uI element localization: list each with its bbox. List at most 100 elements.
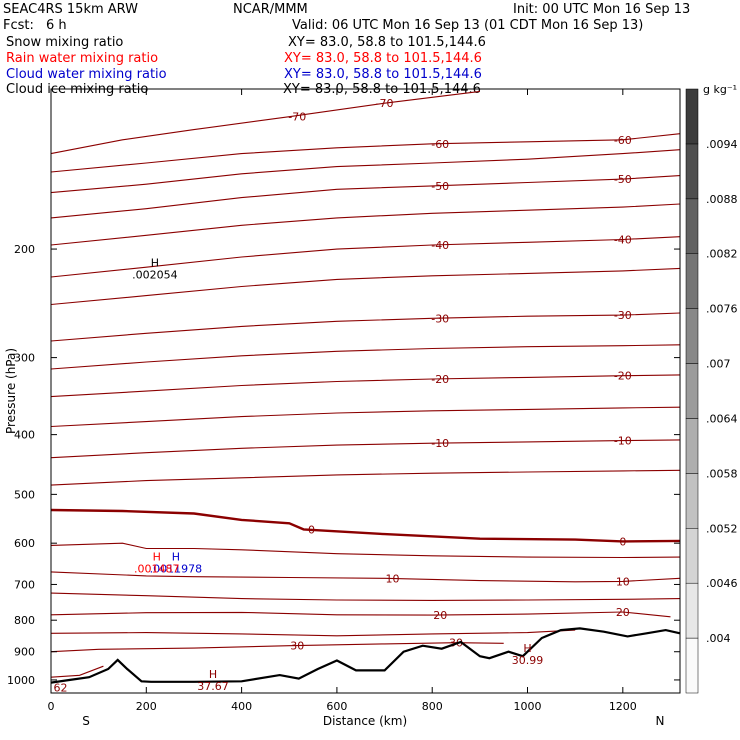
contour-label: 10 [386, 572, 400, 585]
x-tick-label: 200 [136, 700, 157, 713]
y-tick-label: 1000 [7, 674, 35, 687]
contour-line [50, 592, 681, 601]
colorbar: .004 .0046 .0052 .0058 .0064 .007 .0076 .0082 .0… [685, 88, 738, 694]
contour-label: 10 [616, 575, 630, 588]
y-tick-label: 700 [14, 578, 35, 591]
colorbar-tick-label: .0046 [706, 577, 738, 590]
extremum-value: .001487 [134, 563, 180, 576]
contour-line [50, 508, 681, 543]
legend-xy-snow: XY= 83.0, 58.8 to 101.5,144.6 [288, 35, 486, 50]
org-title: NCAR/MMM [233, 2, 308, 17]
contour-line [50, 629, 576, 637]
contour-label: -40 [431, 239, 449, 252]
colorbar-tick-label: .0082 [706, 248, 738, 261]
extremum-symbol: H [153, 551, 161, 564]
colorbar-tick-label: .0088 [706, 193, 738, 206]
extremum-value: .0011978 [150, 563, 203, 576]
contour-label: -70 [288, 111, 306, 124]
colorbar-tick-label: .0064 [706, 412, 738, 425]
y-tick-label: 300 [14, 352, 35, 365]
colorbar-swatch [685, 253, 699, 309]
contour-label: -60 [614, 134, 632, 147]
x-tick-label: 400 [231, 700, 252, 713]
model-title: SEAC4RS 15km ARW [3, 2, 138, 17]
colorbar-tick-label: .004 [706, 632, 731, 645]
x-tick-label: 1000 [514, 700, 542, 713]
contour-line [50, 133, 681, 173]
extremum-symbol: H [523, 642, 531, 655]
legend-name-cloud-water: Cloud water mixing ratio [6, 67, 167, 82]
contour-line [50, 203, 681, 246]
y-tick-label: 500 [14, 488, 35, 501]
colorbar-swatch [685, 363, 699, 419]
contour-line [50, 611, 671, 618]
contour-label: -70 [376, 97, 394, 110]
y-tick-label: 200 [14, 243, 35, 256]
contour-label: 20 [616, 606, 630, 619]
contour-line [50, 542, 681, 559]
colorbar-tick-label: .0094 [706, 138, 738, 151]
x-axis-title: Distance (km) [323, 714, 407, 728]
x-tick-label: 1200 [609, 700, 637, 713]
contour-label: -40 [614, 234, 632, 247]
x-axis-left-end: S [82, 714, 90, 728]
contour-line [50, 374, 681, 398]
contour-line [50, 571, 681, 583]
extremum-value: 37.67 [197, 680, 229, 693]
colorbar-swatch [685, 528, 699, 584]
contour-line [50, 149, 681, 194]
x-axis-right-end: N [656, 714, 665, 728]
colorbar-swatch [685, 473, 699, 529]
legend-name-snow: Snow mixing ratio [6, 35, 123, 50]
init-time: Init: 00 UTC Mon 16 Sep 13 [513, 2, 690, 17]
colorbar-swatch [685, 143, 699, 200]
colorbar-tick-label: .007 [706, 358, 731, 371]
x-axis: 0 200 400 600 800 1000 1200 [48, 89, 637, 713]
y-tick-label: 600 [14, 537, 35, 550]
contour-label: 0 [308, 523, 315, 536]
temperature-contours: -70 -70 -60 -60 -50 -50 -40 -40 -30 -30 -20 -20 -10 -… [50, 90, 681, 678]
legend-xy-cloud-water: XY= 83.0, 58.8 to 101.5,144.6 [284, 67, 482, 82]
legend-name-rain: Rain water mixing ratio [6, 51, 158, 66]
fcst-label: Fcst: [3, 18, 34, 33]
contour-line [50, 469, 681, 486]
contour-line [50, 406, 681, 428]
colorbar-tick-label: .0076 [706, 303, 738, 316]
extremum-symbol: H [151, 256, 159, 269]
plot-frame [50, 88, 681, 694]
legend-xy-rain: XY= 83.0, 58.8 to 101.5,144.6 [284, 51, 482, 66]
valid-time: Valid: 06 UTC Mon 16 Sep 13 (01 CDT Mon … [292, 18, 643, 33]
contour-line [50, 175, 681, 219]
contour-line [50, 344, 681, 370]
extremum-value: .002054 [132, 268, 178, 281]
colorbar-tick-label: .0058 [706, 467, 738, 480]
contour-line [50, 439, 681, 459]
contour-label: -30 [431, 312, 449, 325]
fcst-value: 6 h [46, 18, 67, 33]
colorbar-swatch [685, 308, 699, 364]
contour-label: -50 [431, 180, 449, 193]
contour-label: -20 [431, 373, 449, 386]
colorbar-tick-label: .0052 [706, 522, 738, 535]
extremum-symbol: H [209, 668, 217, 681]
terrain-line [50, 627, 681, 684]
y-tick-label: 400 [14, 429, 35, 442]
colorbar-swatch [685, 198, 699, 254]
extremum-value: 62 [54, 681, 68, 694]
terrain-surface [50, 627, 681, 684]
contour-label: -60 [431, 138, 449, 151]
contour-label: 0 [619, 535, 626, 548]
contour-label: -10 [614, 435, 632, 448]
x-tick-label: 800 [422, 700, 443, 713]
extremum-symbol: H [172, 551, 180, 564]
contour-line [50, 665, 104, 678]
contour-label: 30 [290, 640, 304, 653]
contour-line [50, 267, 681, 306]
contour-label: 20 [433, 609, 447, 622]
x-tick-label: 600 [326, 700, 347, 713]
colorbar-swatch [685, 88, 699, 145]
contour-label: -20 [614, 370, 632, 383]
